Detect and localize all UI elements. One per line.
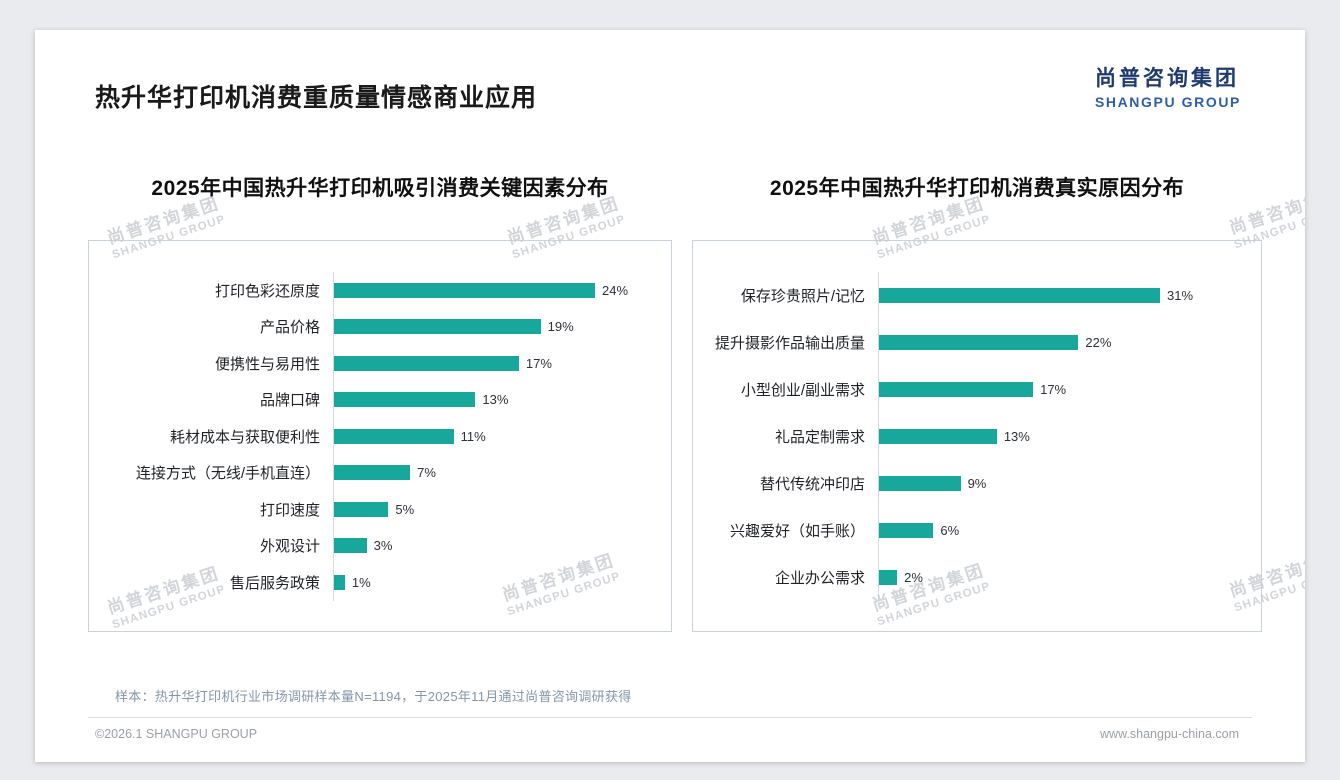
sample-note: 样本：热升华打印机行业市场调研样本量N=1194，于2025年11月通过尚普咨询… xyxy=(115,689,632,704)
chart-row: 保存珍贵照片/记忆 31% xyxy=(693,272,1261,319)
bar-zone: 31% xyxy=(878,272,1261,319)
category-label: 耗材成本与获取便利性 xyxy=(169,428,320,446)
bar xyxy=(334,355,519,371)
bar xyxy=(879,570,898,585)
chart-row: 兴趣爱好（如手账） 6% xyxy=(693,507,1261,554)
category-label: 产品价格 xyxy=(259,319,320,337)
value-label: 17% xyxy=(525,355,552,371)
category-label: 提升摄影作品输出质量 xyxy=(714,335,865,352)
value-label: 24% xyxy=(602,282,629,298)
bar xyxy=(879,476,961,491)
category-label: 品牌口碑 xyxy=(259,392,320,410)
bar xyxy=(334,319,541,335)
category-label: 企业办公需求 xyxy=(774,570,865,587)
bar-zone: 1% xyxy=(333,564,671,601)
website-text: www.shangpu-china.com xyxy=(1100,727,1239,741)
right-chart-section: 2025年中国热升华打印机消费真实原因分布 保存珍贵照片/记忆 31% 提升摄影作品… xyxy=(692,172,1262,632)
value-label: 22% xyxy=(1085,335,1112,350)
value-label: 2% xyxy=(904,570,923,585)
bar-zone: 9% xyxy=(878,460,1261,507)
company-logo: 尚普咨询集团 SHANGPU GROUP xyxy=(1095,62,1241,110)
value-label: 5% xyxy=(395,501,415,517)
bar xyxy=(879,429,997,444)
chart-row: 耗材成本与获取便利性 11% xyxy=(89,418,671,455)
chart-row: 产品价格 19% xyxy=(89,308,671,345)
value-label: 13% xyxy=(482,392,509,408)
page-title: 热升华打印机消费重质量情感商业应用 xyxy=(95,84,538,112)
bar-zone: 17% xyxy=(878,366,1261,413)
chart-row: 打印色彩还原度 24% xyxy=(89,272,671,309)
bar-zone: 3% xyxy=(333,527,671,564)
right-chart-title: 2025年中国热升华打印机消费真实原因分布 xyxy=(769,177,1185,200)
chart-row: 外观设计 3% xyxy=(89,527,671,564)
chart-row: 连接方式（无线/手机直连） 7% xyxy=(89,454,671,491)
value-label: 31% xyxy=(1167,288,1194,303)
bar-zone: 2% xyxy=(878,554,1261,601)
bar-zone: 13% xyxy=(878,413,1261,460)
logo-chinese-text: 尚普咨询集团 xyxy=(1094,67,1239,90)
logo-english-text: SHANGPU GROUP xyxy=(1094,94,1241,110)
value-label: 3% xyxy=(373,538,393,554)
value-label: 11% xyxy=(460,428,486,444)
bar xyxy=(879,335,1079,350)
bar-zone: 24% xyxy=(333,272,671,309)
bar-zone: 7% xyxy=(333,454,671,491)
category-label: 礼品定制需求 xyxy=(774,429,865,446)
bar xyxy=(334,282,595,298)
category-label: 替代传统冲印店 xyxy=(759,476,865,493)
left-chart-title: 2025年中国热升华打印机吸引消费关键因素分布 xyxy=(151,177,609,200)
bar-zone: 6% xyxy=(878,507,1261,554)
category-label: 打印速度 xyxy=(259,501,320,519)
bar xyxy=(879,382,1034,397)
category-label: 便携性与易用性 xyxy=(214,355,320,373)
left-bar-chart: 打印色彩还原度 24% 产品价格 19% 便携性与易用性 17% 品牌口碑 13% 耗材成本与获… xyxy=(88,240,672,632)
category-label: 外观设计 xyxy=(259,538,320,556)
chart-row: 提升摄影作品输出质量 22% xyxy=(693,319,1261,366)
chart-row: 替代传统冲印店 9% xyxy=(693,460,1261,507)
category-label: 连接方式（无线/手机直连） xyxy=(135,465,320,483)
bar xyxy=(334,538,367,554)
chart-row: 便携性与易用性 17% xyxy=(89,345,671,382)
category-label: 兴趣爱好（如手账） xyxy=(729,523,865,540)
footer-divider xyxy=(88,717,1252,718)
header: 热升华打印机消费重质量情感商业应用 尚普咨询集团 SHANGPU GROUP xyxy=(35,30,1305,114)
bar xyxy=(334,428,454,444)
slide-card: 热升华打印机消费重质量情感商业应用 尚普咨询集团 SHANGPU GROUP 2… xyxy=(35,30,1305,762)
bar xyxy=(334,501,389,517)
charts-area: 2025年中国热升华打印机吸引消费关键因素分布 打印色彩还原度 24% 产品价格 19… xyxy=(35,172,1305,632)
bar-zone: 22% xyxy=(878,319,1261,366)
bar xyxy=(334,574,345,590)
value-label: 6% xyxy=(940,523,960,538)
chart-row: 售后服务政策 1% xyxy=(89,564,671,601)
value-label: 19% xyxy=(547,319,574,335)
chart-row: 品牌口碑 13% xyxy=(89,381,671,418)
chart-row: 礼品定制需求 13% xyxy=(693,413,1261,460)
bar xyxy=(879,523,934,538)
chart-row: 企业办公需求 2% xyxy=(693,554,1261,601)
chart-row: 打印速度 5% xyxy=(89,491,671,528)
chart-row: 小型创业/副业需求 17% xyxy=(693,366,1261,413)
value-label: 9% xyxy=(967,476,987,491)
bar xyxy=(334,392,476,408)
value-label: 1% xyxy=(351,574,371,590)
bar-zone: 11% xyxy=(333,418,671,455)
category-label: 打印色彩还原度 xyxy=(214,282,320,300)
bar-zone: 13% xyxy=(333,381,671,418)
copyright-text: ©2026.1 SHANGPU GROUP xyxy=(95,727,258,741)
value-label: 13% xyxy=(1003,429,1030,444)
left-chart-section: 2025年中国热升华打印机吸引消费关键因素分布 打印色彩还原度 24% 产品价格 19… xyxy=(88,172,672,632)
bar-zone: 17% xyxy=(333,345,671,382)
bar-zone: 19% xyxy=(333,308,671,345)
category-label: 小型创业/副业需求 xyxy=(740,382,865,399)
value-label: 17% xyxy=(1040,382,1067,397)
value-label: 7% xyxy=(417,465,436,481)
category-label: 售后服务政策 xyxy=(229,574,320,592)
category-label: 保存珍贵照片/记忆 xyxy=(740,288,865,305)
footer: ©2026.1 SHANGPU GROUP www.shangpu-china.… xyxy=(35,718,1305,741)
right-bar-chart: 保存珍贵照片/记忆 31% 提升摄影作品输出质量 22% 小型创业/副业需求 17% 礼品定… xyxy=(692,240,1262,632)
bar xyxy=(334,465,411,481)
bar xyxy=(879,288,1160,303)
bar-zone: 5% xyxy=(333,491,671,528)
